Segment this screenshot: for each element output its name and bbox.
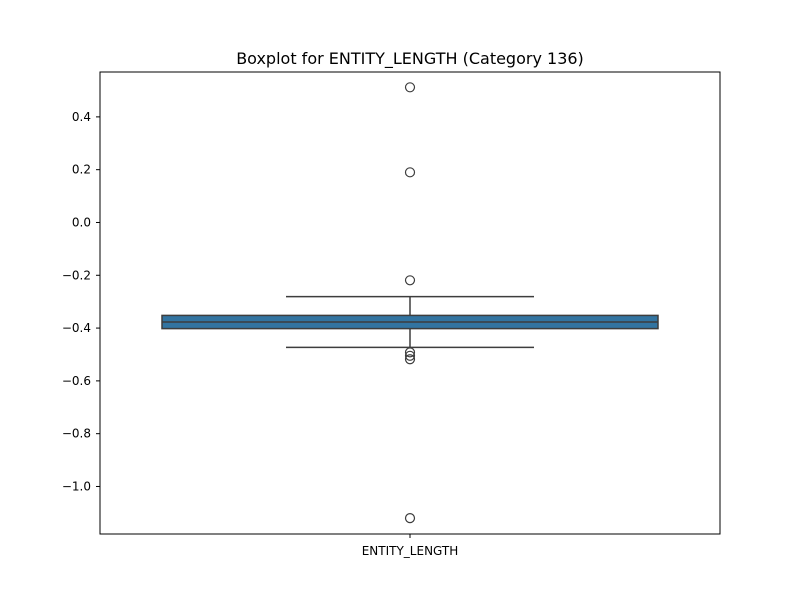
y-tick-label: 0.0 xyxy=(72,215,91,229)
y-tick-label: −1.0 xyxy=(62,479,91,493)
outlier-point xyxy=(404,513,416,524)
y-tick-label: −0.6 xyxy=(62,374,91,388)
chart-title: Boxplot for ENTITY_LENGTH (Category 136) xyxy=(236,49,584,69)
outlier-point xyxy=(404,275,416,286)
y-tick-label: −0.2 xyxy=(62,268,91,282)
outlier-point xyxy=(404,354,416,365)
outlier-point xyxy=(404,82,416,93)
y-tick-label: 0.2 xyxy=(72,163,91,177)
outlier-point xyxy=(404,350,416,361)
y-tick-label: −0.4 xyxy=(62,321,91,335)
y-tick-label: 0.4 xyxy=(72,110,91,124)
x-tick-label: ENTITY_LENGTH xyxy=(362,544,459,558)
y-tick-label: −0.8 xyxy=(62,427,91,441)
outlier-point xyxy=(404,347,416,358)
y-axis: 0.4 0.2 0.0 −0.2 −0.4 −0.6 −0.8 −1.0 xyxy=(62,110,100,493)
outlier-point xyxy=(404,167,416,178)
x-axis: ENTITY_LENGTH xyxy=(362,534,459,558)
plot-area xyxy=(161,82,659,524)
